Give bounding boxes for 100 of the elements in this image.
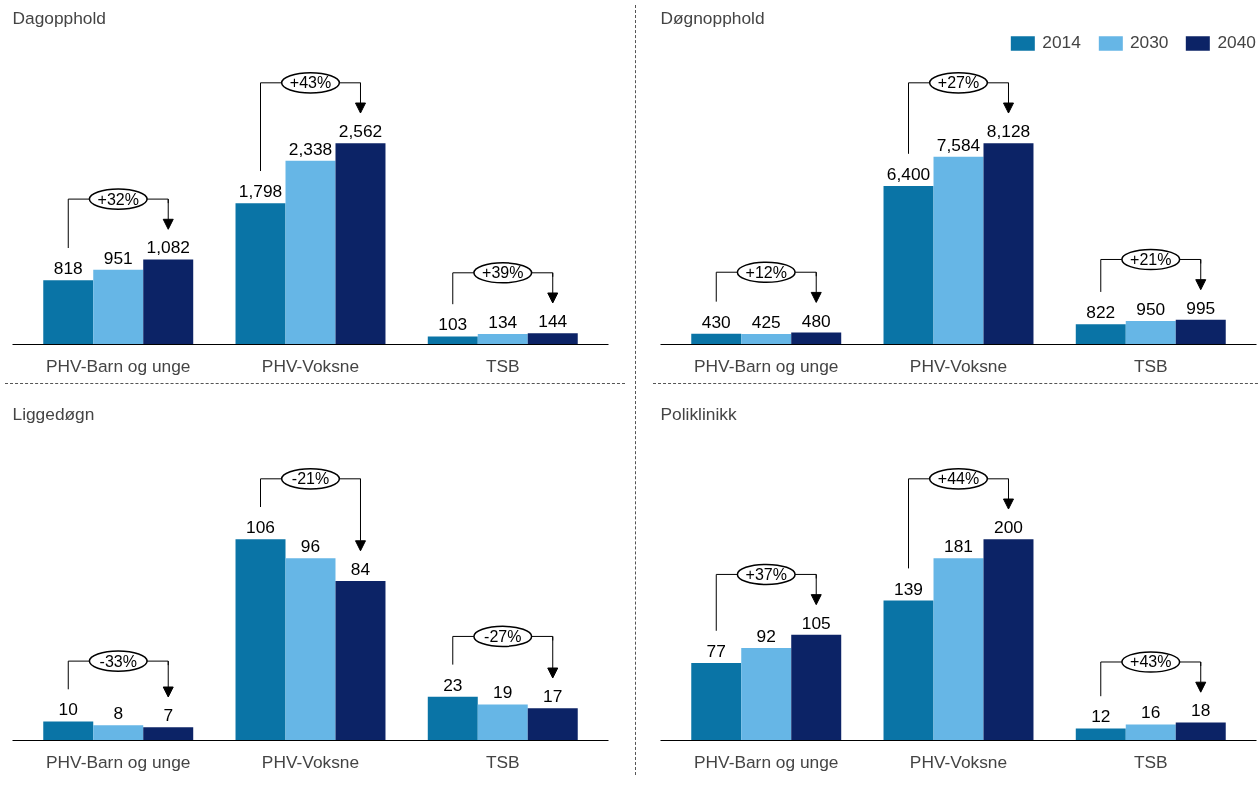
bar xyxy=(93,269,144,345)
data-label: 19 xyxy=(493,682,513,703)
data-label: 430 xyxy=(701,311,731,332)
data-label: 950 xyxy=(1136,298,1166,319)
bar xyxy=(143,259,194,345)
x-tick-label: PHV-Voksne xyxy=(261,355,360,376)
bar xyxy=(933,558,984,741)
data-label: 23 xyxy=(443,674,463,695)
bar xyxy=(741,647,792,741)
bar xyxy=(427,336,478,345)
data-label: 77 xyxy=(706,640,726,661)
data-label: 7,584 xyxy=(936,134,981,155)
data-label: 200 xyxy=(994,517,1023,538)
text: +43% xyxy=(289,74,332,92)
annotation: +43% xyxy=(1130,653,1172,671)
data-label: 18 xyxy=(1191,700,1211,721)
data-label: 1,082 xyxy=(146,237,190,258)
data-label: 995 xyxy=(1186,297,1216,318)
bar xyxy=(1075,728,1126,741)
data-label: 16 xyxy=(1141,702,1161,723)
text: +27% xyxy=(937,74,980,92)
bar xyxy=(1175,319,1226,345)
text: +44% xyxy=(937,470,980,488)
annotation: +12% xyxy=(745,263,787,281)
data-label: 84 xyxy=(350,558,371,579)
annotation: +39% xyxy=(482,264,524,282)
chart-title: Dagopphold xyxy=(12,7,106,28)
data-label: 6,400 xyxy=(886,163,931,184)
bar xyxy=(1125,724,1176,741)
data-label: 103 xyxy=(438,314,468,335)
bar xyxy=(527,708,578,741)
data-label: 8 xyxy=(113,703,124,724)
data-label: 96 xyxy=(300,536,321,557)
x-tick-label: PHV-Barn og unge xyxy=(693,355,839,376)
data-label: 7 xyxy=(163,705,174,726)
data-label: 181 xyxy=(944,536,973,557)
x-tick-label: TSB xyxy=(1133,751,1168,772)
data-label: 818 xyxy=(53,258,83,279)
annotation: -27% xyxy=(484,627,522,645)
data-label: 480 xyxy=(801,310,831,331)
annotation: +32% xyxy=(97,190,139,208)
x-tick-label: PHV-Voksne xyxy=(261,751,360,772)
x-tick-label: TSB xyxy=(485,751,520,772)
chart-title: Liggedøgn xyxy=(12,403,95,424)
annotation: +21% xyxy=(1130,250,1172,268)
bar xyxy=(527,333,578,345)
data-label: 951 xyxy=(103,247,133,268)
bar xyxy=(285,558,336,741)
data-label: 139 xyxy=(894,578,923,599)
data-label: 10 xyxy=(58,699,78,720)
bar xyxy=(791,634,842,741)
x-tick-label: PHV-Voksne xyxy=(909,355,1008,376)
annotation: +37% xyxy=(745,565,787,583)
bar xyxy=(691,333,742,345)
data-label: 92 xyxy=(756,625,776,646)
data-label: 12 xyxy=(1091,706,1111,727)
data-label: 8,128 xyxy=(986,121,1031,142)
bar xyxy=(691,663,742,741)
data-label: 2,338 xyxy=(288,138,333,159)
data-label: 822 xyxy=(1086,302,1116,323)
x-tick-label: TSB xyxy=(485,355,520,376)
data-label: 134 xyxy=(488,311,518,332)
legend-label: 2014 xyxy=(1042,32,1081,53)
data-label: 105 xyxy=(801,612,831,633)
bar xyxy=(93,725,144,741)
x-tick-label: PHV-Voksne xyxy=(909,751,1008,772)
bar xyxy=(335,143,386,345)
chart-title: Døgnopphold xyxy=(660,7,765,28)
annotation: -33% xyxy=(99,652,137,670)
bar xyxy=(477,704,528,741)
bar xyxy=(43,721,94,741)
text: -21% xyxy=(291,470,330,488)
bar xyxy=(285,160,336,345)
data-label: 17 xyxy=(543,686,563,707)
data-label: 2,562 xyxy=(338,121,383,142)
x-tick-label: TSB xyxy=(1133,355,1168,376)
bar xyxy=(883,186,934,345)
bar xyxy=(1075,324,1126,345)
bar xyxy=(933,156,984,345)
bar xyxy=(43,280,94,345)
bar xyxy=(235,203,286,345)
bar xyxy=(427,696,478,741)
chart-title: Poliklinikk xyxy=(660,403,737,424)
bar xyxy=(235,539,286,741)
data-label: 106 xyxy=(246,517,275,538)
bar xyxy=(983,539,1034,741)
legend-label: 2040 xyxy=(1217,32,1256,53)
legend-label: 2030 xyxy=(1129,32,1169,53)
bar xyxy=(1125,320,1176,345)
bar xyxy=(791,332,842,345)
x-tick-label: PHV-Barn og unge xyxy=(45,355,191,376)
x-tick-label: PHV-Barn og unge xyxy=(45,751,191,772)
data-label: 144 xyxy=(538,311,568,332)
bar xyxy=(883,600,934,741)
bar xyxy=(741,333,792,345)
bar xyxy=(143,727,194,741)
bar xyxy=(335,580,386,741)
bar xyxy=(1175,722,1226,741)
bar xyxy=(477,333,528,345)
x-tick-label: PHV-Barn og unge xyxy=(693,751,839,772)
